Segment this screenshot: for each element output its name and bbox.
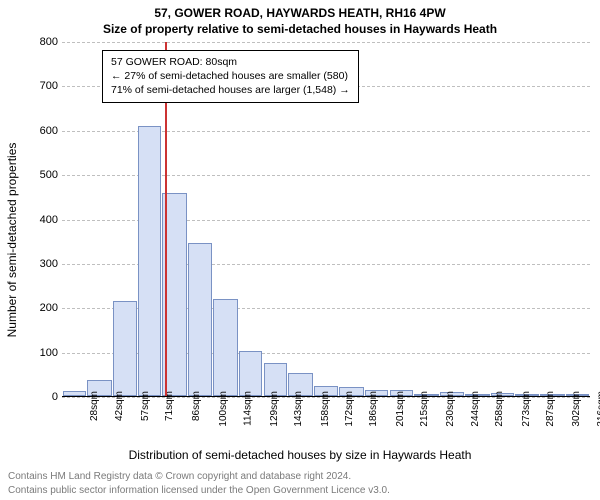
x-tick-label: 86sqm	[191, 391, 202, 421]
page-title-line1: 57, GOWER ROAD, HAYWARDS HEATH, RH16 4PW	[0, 6, 600, 20]
x-tick-label: 114sqm	[242, 391, 253, 426]
x-tick-label: 258sqm	[494, 391, 505, 427]
x-tick-label: 287sqm	[545, 391, 556, 427]
y-tick-label: 0	[28, 391, 58, 403]
info-box: 57 GOWER ROAD: 80sqm ← 27% of semi-detac…	[102, 50, 359, 103]
histogram-bar	[239, 351, 262, 396]
histogram-bar	[63, 391, 86, 396]
x-tick-label: 158sqm	[319, 391, 330, 427]
y-tick-label: 800	[28, 36, 58, 48]
histogram-bar	[138, 126, 161, 396]
x-tick-label: 215sqm	[419, 391, 430, 427]
x-tick-label: 129sqm	[269, 391, 280, 427]
x-tick-label: 172sqm	[344, 391, 355, 427]
x-tick-label: 143sqm	[293, 391, 304, 427]
y-tick-label: 200	[28, 302, 58, 314]
x-tick-label: 302sqm	[571, 391, 582, 427]
histogram-bar	[113, 301, 136, 396]
y-tick-label: 700	[28, 80, 58, 92]
info-line-subject: 57 GOWER ROAD: 80sqm	[111, 55, 350, 69]
x-tick-label: 100sqm	[218, 391, 229, 427]
y-tick-label: 100	[28, 347, 58, 359]
y-tick-label: 300	[28, 258, 58, 270]
x-axis-label: Distribution of semi-detached houses by …	[0, 448, 600, 462]
x-tick-label: 316sqm	[596, 391, 600, 427]
x-tick-label: 230sqm	[445, 391, 456, 427]
info-line-smaller: ← 27% of semi-detached houses are smalle…	[111, 69, 350, 83]
x-tick-label: 28sqm	[89, 391, 100, 421]
histogram-bar	[213, 299, 238, 396]
y-tick-label: 600	[28, 125, 58, 137]
y-tick-label: 500	[28, 169, 58, 181]
y-tick-label: 400	[28, 214, 58, 226]
x-tick-label: 186sqm	[368, 391, 379, 427]
footer-line2: Contains public sector information licen…	[8, 485, 390, 496]
histogram-bar	[188, 243, 211, 396]
gridline	[62, 42, 590, 43]
footer-line1: Contains HM Land Registry data © Crown c…	[8, 471, 351, 482]
y-axis-label: Number of semi-detached properties	[5, 143, 19, 338]
x-tick-label: 244sqm	[470, 391, 481, 427]
x-tick-label: 57sqm	[140, 391, 151, 421]
info-line-larger: 71% of semi-detached houses are larger (…	[111, 83, 350, 97]
page-title-line2: Size of property relative to semi-detach…	[0, 22, 600, 36]
x-tick-label: 201sqm	[394, 391, 405, 427]
x-tick-label: 273sqm	[520, 391, 531, 427]
x-tick-label: 42sqm	[114, 391, 125, 421]
